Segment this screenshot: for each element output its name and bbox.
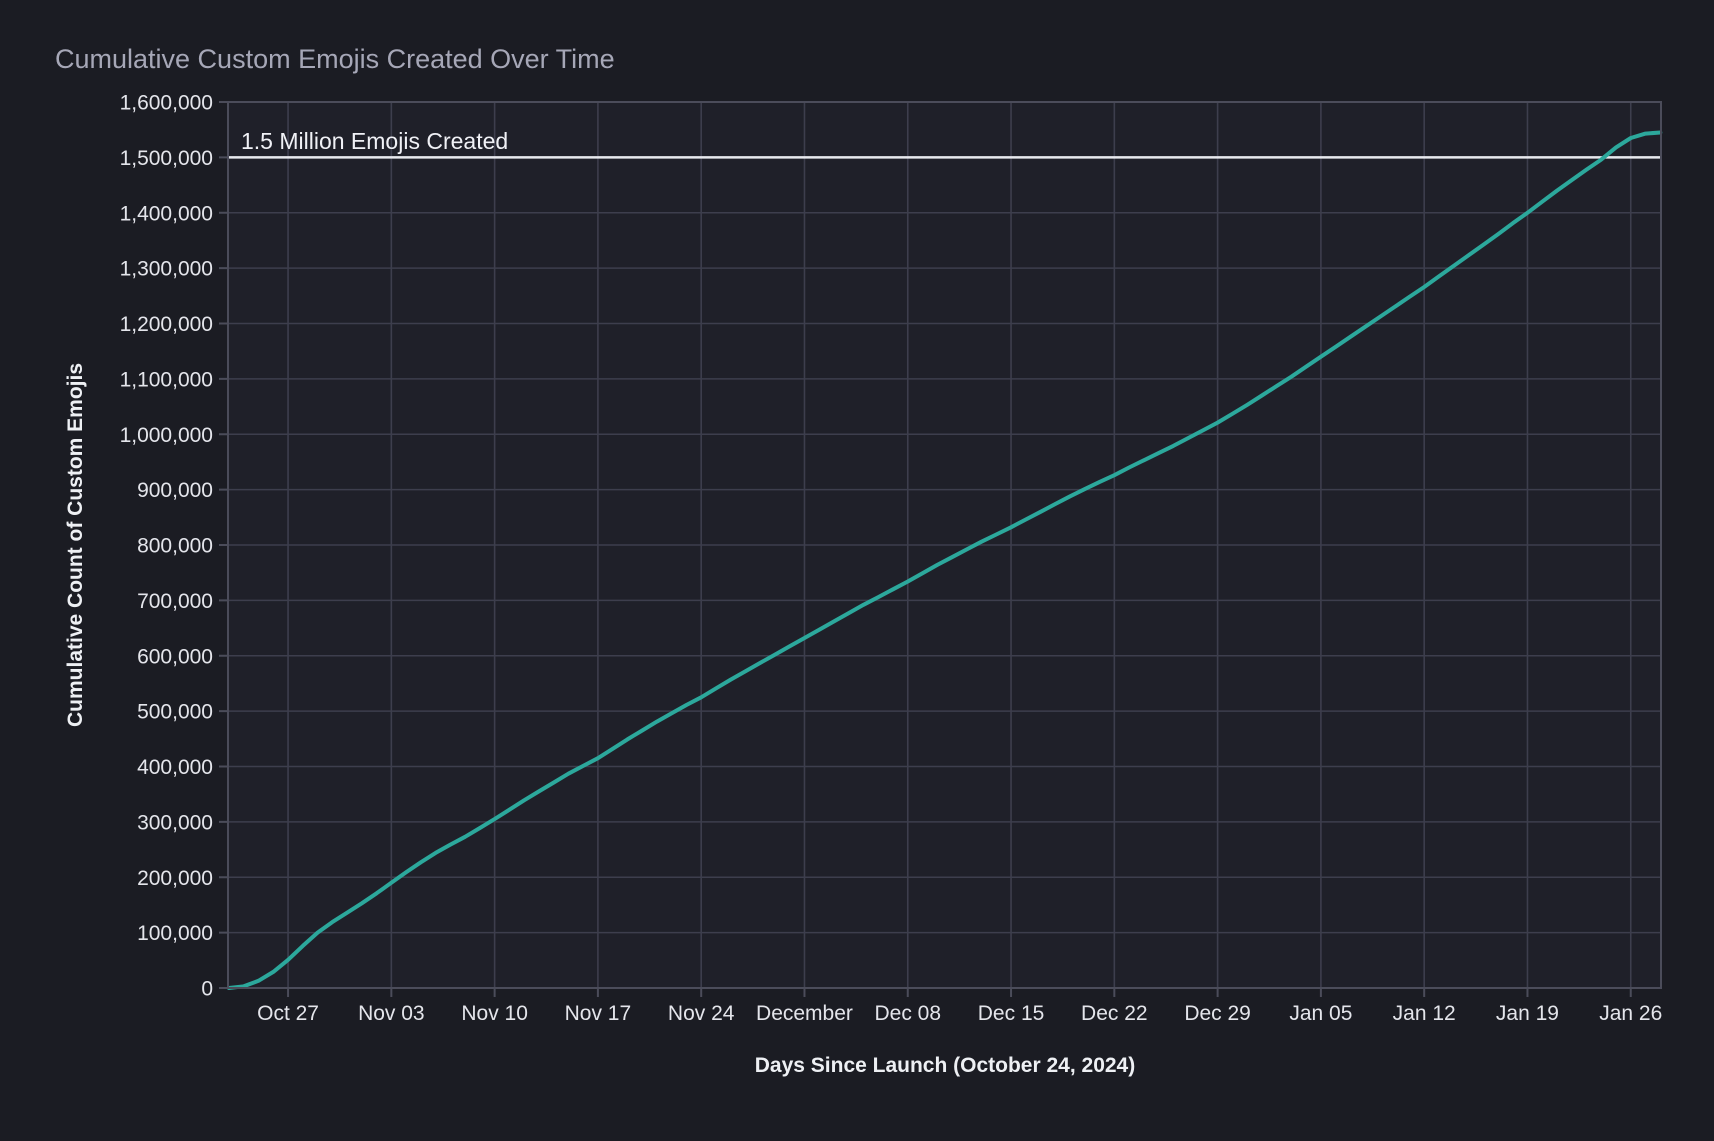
y-tick-label: 1,600,000 (120, 92, 213, 115)
y-tick-label: 900,000 (137, 479, 213, 502)
x-tick-label: December (756, 1002, 853, 1025)
x-tick-label: Dec 08 (874, 1002, 941, 1025)
y-tick-label: 0 (201, 978, 213, 1001)
x-tick-label: Nov 03 (358, 1002, 425, 1025)
y-tick-label: 1,500,000 (120, 147, 213, 170)
grid-lines (228, 101, 1661, 989)
axis-tick-labels: 0 100,000 200,000 300,000 400,000 500,000 600,… (120, 92, 1663, 1026)
y-tick-label: 100,000 (137, 922, 213, 945)
y-tick-label: 300,000 (137, 811, 213, 834)
y-tick-label: 1,000,000 (120, 424, 213, 447)
y-tick-label: 1,100,000 (120, 368, 213, 391)
y-tick-label: 1,300,000 (120, 258, 213, 281)
y-tick-label: 700,000 (137, 590, 213, 613)
x-axis-title: Days Since Launch (October 24, 2024) (755, 1054, 1135, 1077)
x-tick-label: Nov 17 (565, 1002, 632, 1025)
chart-title: Cumulative Custom Emojis Created Over Ti… (55, 44, 615, 74)
x-tick-label: Nov 24 (668, 1002, 735, 1025)
x-tick-label: Oct 27 (257, 1002, 319, 1025)
axis-ticks (219, 101, 1632, 997)
y-axis-title: Cumulative Count of Custom Emojis (64, 363, 87, 727)
x-tick-label: Dec 22 (1081, 1002, 1148, 1025)
series-line (227, 130, 1663, 990)
annotation-label: 1.5 Million Emojis Created (241, 128, 508, 154)
y-tick-label: 200,000 (137, 867, 213, 890)
x-tick-label: Nov 10 (461, 1002, 528, 1025)
data-series (227, 130, 1663, 990)
y-tick-label: 600,000 (137, 645, 213, 668)
y-tick-label: 1,200,000 (120, 313, 213, 336)
x-tick-label: Dec 29 (1184, 1002, 1251, 1025)
y-tick-label: 400,000 (137, 756, 213, 779)
y-tick-label: 1,400,000 (120, 202, 213, 225)
x-tick-label: Jan 19 (1496, 1002, 1559, 1025)
x-tick-label: Jan 05 (1289, 1002, 1352, 1025)
x-tick-label: Jan 26 (1599, 1002, 1662, 1025)
x-tick-label: Jan 12 (1393, 1002, 1456, 1025)
y-tick-label: 500,000 (137, 701, 213, 724)
y-tick-label: 800,000 (137, 535, 213, 558)
x-tick-label: Dec 15 (978, 1002, 1045, 1025)
